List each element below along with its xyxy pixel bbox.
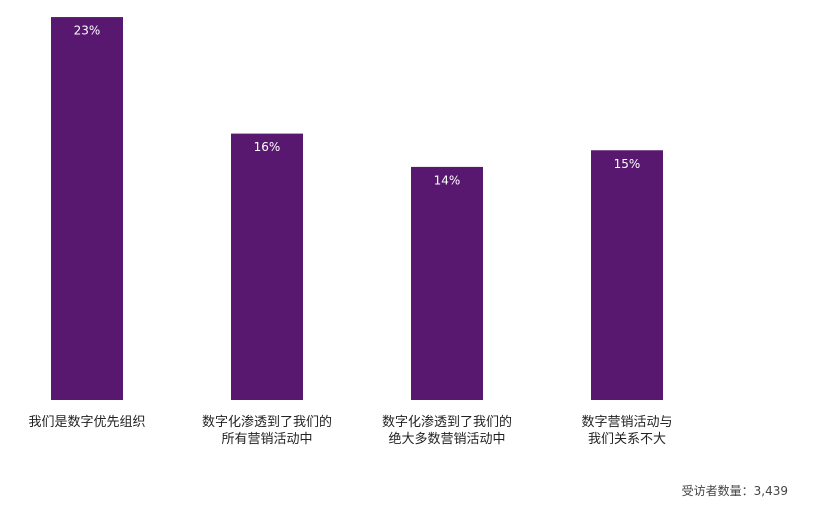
- value-label: 23%: [74, 24, 101, 38]
- x-tick-label: 数字化渗透到了我们的 绝大多数营销活动中: [381, 415, 512, 447]
- bar: [231, 133, 303, 400]
- value-label: 16%: [254, 140, 281, 154]
- value-label: 15%: [614, 157, 641, 171]
- bar: [591, 150, 663, 400]
- x-tick-label: 数字化渗透到了我们的 所有营销活动中: [201, 415, 332, 447]
- bar: [411, 166, 483, 400]
- x-tick-label: 我们是数字优先组织: [28, 415, 146, 430]
- value-label: 14%: [434, 173, 461, 187]
- footnote: 受访者数量：3,439: [681, 484, 788, 498]
- bar: [51, 17, 123, 401]
- x-tick-label: 数字营销活动与 我们关系不大: [581, 415, 673, 447]
